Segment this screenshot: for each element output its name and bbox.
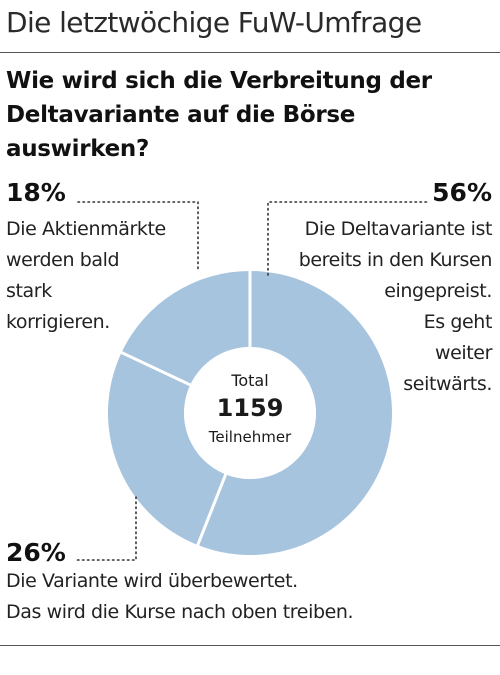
- answer-18-line: stark: [6, 280, 52, 302]
- answer-26-line: Die Variante wird überbewertet.: [6, 570, 298, 592]
- label-26-percent: 26%: [6, 538, 66, 567]
- slice-separator: [119, 350, 193, 388]
- survey-question: Wie wird sich die Verbreitung der Deltav…: [6, 68, 432, 162]
- donut-slice-26-percent: [107, 352, 226, 546]
- leader-line-26: [75, 496, 137, 561]
- answer-56-line: Es geht: [423, 311, 493, 333]
- leader-line-18: [77, 201, 199, 271]
- header-title: Die letztwöchige FuW-Umfrage: [6, 6, 422, 39]
- bottom-rule: [0, 645, 500, 646]
- donut-slices: [107, 269, 393, 555]
- participants-label: Teilnehmer: [208, 428, 292, 446]
- answer-18-line: Die Aktienmärkte: [6, 218, 166, 240]
- top-rule: [0, 52, 500, 53]
- answer-26-line: Das wird die Kurse nach oben treiben.: [6, 601, 354, 623]
- leader-lines: [75, 201, 429, 561]
- total-label: Total: [231, 371, 269, 390]
- donut-slice-18-percent: [121, 271, 250, 385]
- slice-separator: [195, 471, 228, 548]
- total-value: 1159: [216, 394, 284, 422]
- donut-hole: [184, 347, 316, 479]
- answer-18-text: Die Aktienmärkte werden bald stark korri…: [6, 214, 206, 338]
- donut-slice-56-percent: [197, 271, 393, 555]
- answer-56-line: Die Deltavariante ist: [304, 218, 493, 240]
- answer-56-line: weiter: [434, 342, 492, 364]
- answer-56-text: Die Deltavariante ist bereits in den Kur…: [262, 214, 493, 400]
- answer-26-text: Die Variante wird überbewertet. Das wird…: [6, 566, 426, 628]
- answer-56-line: seitwärts.: [403, 373, 492, 395]
- label-56-percent: 56%: [432, 178, 492, 207]
- label-18-percent: 18%: [6, 178, 66, 207]
- answer-56-line: bereits in den Kursen: [298, 249, 493, 271]
- answer-56-line: eingepreist.: [384, 280, 492, 302]
- answer-18-line: werden bald: [6, 249, 120, 271]
- leader-line-56: [267, 201, 429, 276]
- answer-18-line: korrigieren.: [6, 311, 110, 333]
